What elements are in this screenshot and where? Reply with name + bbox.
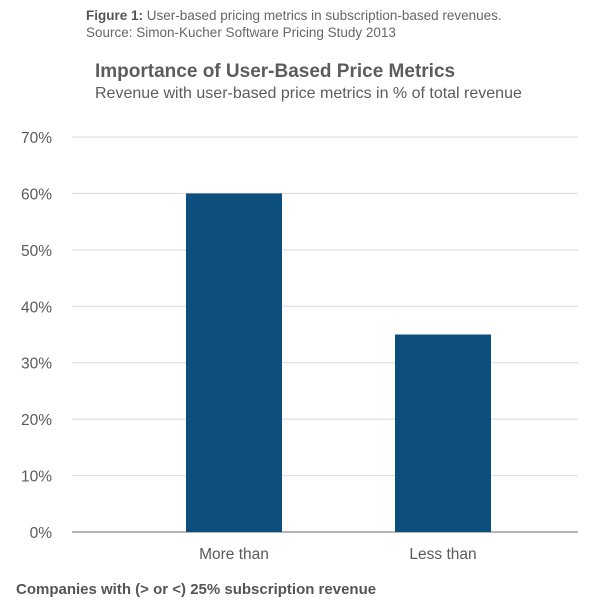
bar-more-than [186,193,282,532]
bar-less-than [395,334,491,532]
x-tick-label: More than [199,546,269,563]
y-tick-label: 40% [21,299,52,316]
caption-line-1: Figure 1: User-based pricing metrics in … [86,7,502,24]
x-axis-ticks: More than Less than [199,546,477,563]
figure-caption: Figure 1: User-based pricing metrics in … [86,7,502,41]
gridlines [72,136,578,533]
caption-source: Source: Simon-Kucher Software Pricing St… [86,25,396,40]
y-axis-ticks: 0% 10% 20% 30% 40% 50% 60% 70% [21,130,52,542]
y-tick-label: 30% [21,356,52,373]
caption-text: User-based pricing metrics in subscripti… [143,8,502,23]
y-tick-label: 50% [21,243,52,260]
chart-title: Importance of User-Based Price Metrics [95,61,456,82]
y-tick-label: 0% [30,525,53,542]
y-tick-label: 60% [21,186,52,203]
y-tick-label: 20% [21,412,52,429]
bars [186,193,491,532]
chart-subtitle: Revenue with user-based price metrics in… [95,85,522,102]
y-tick-label: 70% [21,130,52,147]
figure-label: Figure 1: [86,8,144,23]
y-tick-label: 10% [21,469,52,486]
x-axis-label: Companies with (> or <) 25% subscription… [16,581,377,598]
x-tick-label: Less than [409,546,476,563]
